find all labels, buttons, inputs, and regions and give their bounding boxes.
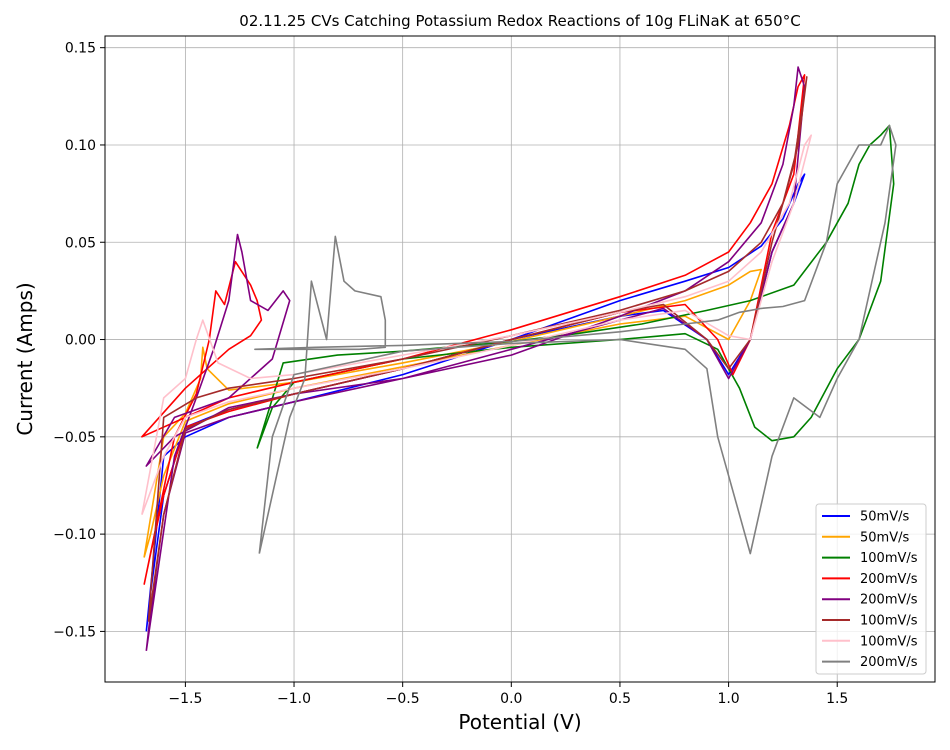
series-line-5 <box>147 76 808 622</box>
legend-box <box>815 503 927 675</box>
plot-frame <box>104 35 936 683</box>
legend-label: 100mV/s <box>860 551 918 566</box>
legend-label: 100mV/s <box>860 614 918 629</box>
x-tick-label: −1.5 <box>168 691 202 707</box>
legend-label: 200mV/s <box>860 572 918 587</box>
y-tick-label: 0.10 <box>65 138 96 154</box>
x-axis-ticks: −1.5 −1.0 −0.5 0.0 0.5 1.0 1.5 <box>168 682 848 707</box>
series-line-1 <box>143 268 763 558</box>
y-tick-label: −0.10 <box>53 527 96 543</box>
legend-label: 100mV/s <box>860 634 918 649</box>
series-layer <box>141 66 897 652</box>
x-tick-label: 0.0 <box>500 691 522 707</box>
x-axis-title: Potential (V) <box>458 710 581 734</box>
x-tick-label: 1.5 <box>826 691 848 707</box>
x-tick-label: 1.0 <box>717 691 739 707</box>
y-tick-label: −0.15 <box>53 624 96 640</box>
y-axis-title: Current (Amps) <box>13 282 37 435</box>
y-tick-label: −0.05 <box>53 430 96 446</box>
y-tick-label: 0.05 <box>65 235 96 251</box>
legend: 50mV/s 50mV/s 100mV/s 200mV/s 200mV/s 100mV/s… <box>815 503 927 675</box>
y-tick-label: 0.15 <box>65 41 96 57</box>
x-tick-label: 0.5 <box>609 691 631 707</box>
series-line-7 <box>254 124 897 555</box>
legend-label: 50mV/s <box>860 530 909 545</box>
series-line-6 <box>141 134 813 515</box>
x-tick-label: −0.5 <box>386 691 420 707</box>
legend-label: 200mV/s <box>860 655 918 670</box>
y-axis-ticks: −0.15 −0.10 −0.05 0.00 0.05 0.10 0.15 <box>53 41 105 640</box>
chart-title: 02.11.25 CVs Catching Potassium Redox Re… <box>239 12 800 30</box>
y-tick-label: 0.00 <box>65 333 96 349</box>
legend-label: 200mV/s <box>860 593 918 608</box>
legend-label: 50mV/s <box>860 510 909 525</box>
x-tick-label: −1.0 <box>277 691 311 707</box>
